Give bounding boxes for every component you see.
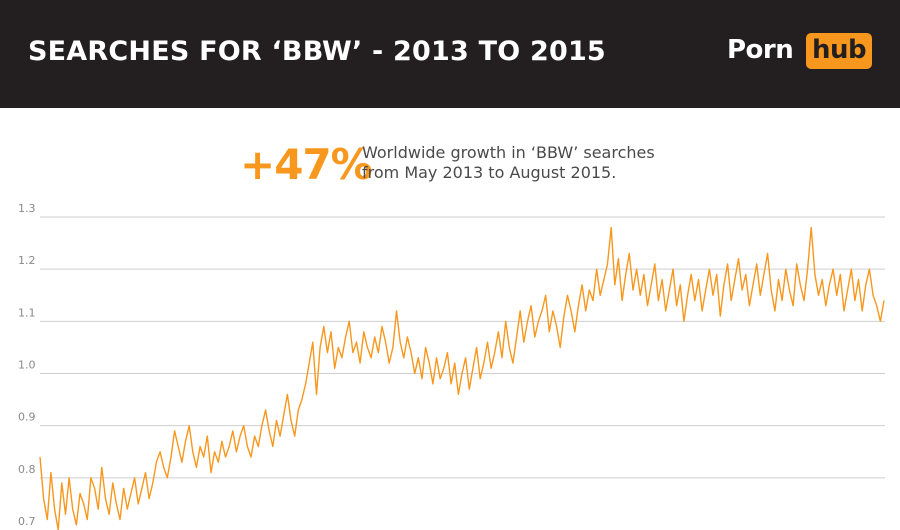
y-tick-label: 0.7 (18, 515, 36, 528)
page-title: SEARCHES FOR ‘BBW’ - 2013 TO 2015 (28, 36, 606, 67)
series-line (39, 226, 885, 530)
growth-description: Worldwide growth in ‘BBW’ searches from … (362, 143, 655, 183)
y-tick-label: 1.0 (18, 359, 36, 372)
y-tick-label: 1.1 (18, 306, 36, 319)
y-tick-label: 0.8 (18, 463, 36, 476)
search-trend-chart: 0.7 0.8 0.9 1.0 1.1 1.2 1.3 (18, 202, 885, 530)
growth-percentage: +47% (240, 140, 373, 189)
growth-description-line-1: Worldwide growth in ‘BBW’ searches (362, 143, 655, 162)
growth-description-line-2: from May 2013 to August 2015. (362, 163, 617, 182)
y-tick-label: 1.3 (18, 202, 36, 215)
header-bar: SEARCHES FOR ‘BBW’ - 2013 TO 2015 Porn h… (0, 0, 900, 108)
logo-text-hub: hub (806, 33, 873, 69)
y-tick-label: 0.9 (18, 411, 36, 424)
y-tick-label: 1.2 (18, 254, 36, 267)
logo-text-porn: Porn (727, 35, 794, 65)
